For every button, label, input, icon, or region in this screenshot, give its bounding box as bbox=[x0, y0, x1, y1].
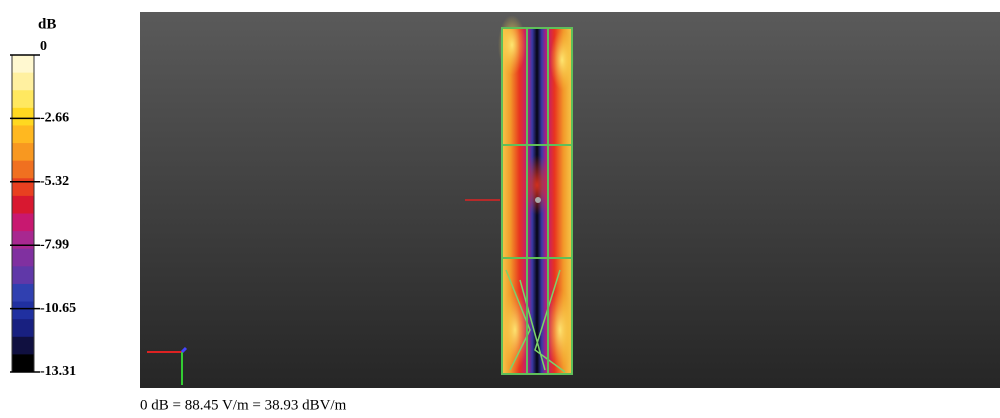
tick-label: 0 bbox=[40, 39, 47, 54]
trace bbox=[505, 269, 566, 373]
color-swatch bbox=[12, 213, 34, 232]
footer: 0 dB = 88.45 V/m = 38.93 dBV/m bbox=[140, 397, 347, 413]
legend-title: dB bbox=[38, 16, 56, 32]
axis-gizmo bbox=[147, 346, 188, 385]
tick-label: -2.66 bbox=[40, 111, 69, 126]
color-swatch bbox=[12, 283, 34, 303]
color-swatch bbox=[12, 107, 34, 126]
color-swatch bbox=[12, 231, 34, 250]
hotspot bbox=[498, 15, 526, 75]
field-map bbox=[465, 15, 574, 375]
probe-point bbox=[535, 197, 541, 203]
color-swatch bbox=[12, 195, 34, 214]
color-swatch bbox=[12, 72, 34, 91]
color-swatch bbox=[12, 336, 34, 355]
color-swatch bbox=[12, 301, 34, 320]
color-swatch bbox=[12, 160, 34, 179]
tick-label: -13.31 bbox=[40, 364, 76, 379]
grid bbox=[501, 27, 573, 375]
color-swatch bbox=[12, 90, 34, 109]
color-swatch bbox=[12, 266, 34, 285]
tick-label: -7.99 bbox=[40, 238, 69, 253]
tick-label: -5.32 bbox=[40, 174, 69, 189]
color-swatch bbox=[12, 319, 34, 338]
hotspot bbox=[501, 290, 529, 370]
color-swatch bbox=[12, 55, 34, 74]
hotspot bbox=[550, 30, 574, 90]
color-swatch bbox=[12, 248, 34, 267]
color-swatch bbox=[12, 125, 34, 144]
tick-label: -10.65 bbox=[40, 301, 76, 316]
color-swatch bbox=[12, 143, 34, 162]
hotspot bbox=[521, 155, 553, 215]
color-swatch bbox=[12, 178, 34, 197]
colorbar: 0 -2.66 -5.32 -7.99 -10.65 -13.31 bbox=[10, 39, 76, 379]
color-swatch bbox=[12, 354, 34, 373]
hotspot bbox=[547, 290, 573, 370]
